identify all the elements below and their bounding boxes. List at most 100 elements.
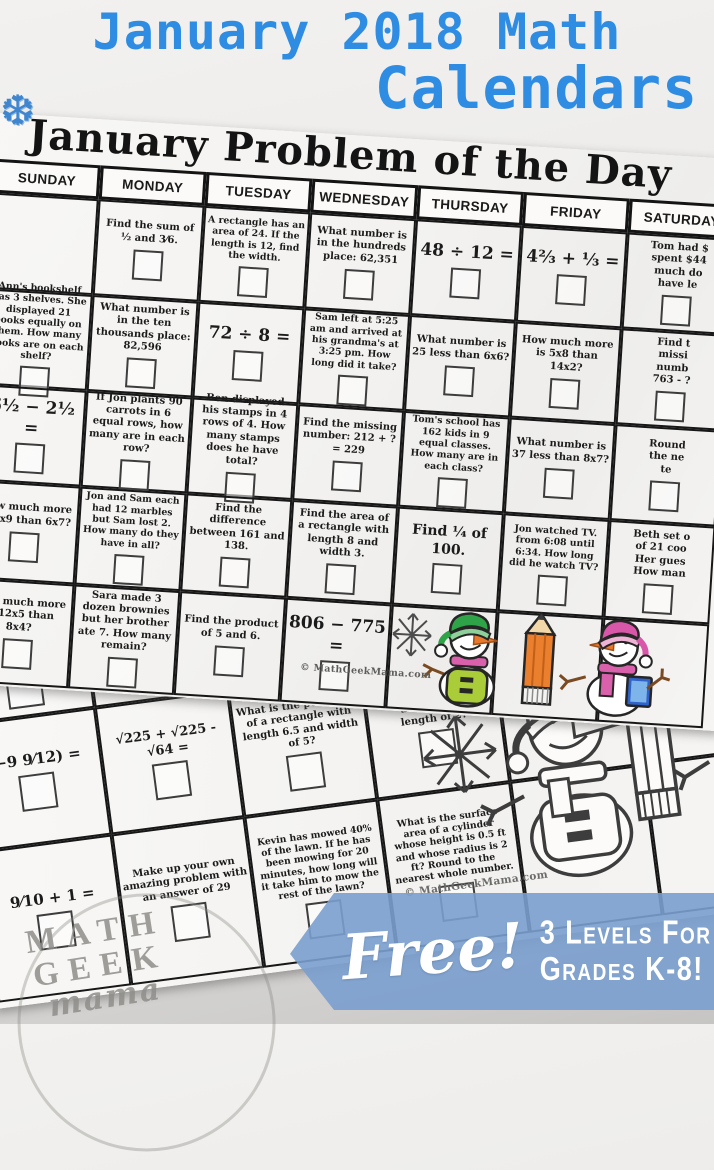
- cell-r4-fri: Jon watched TV. from 6:08 until 6:34. Ho…: [497, 513, 610, 618]
- snowmen-clipart-colored: [392, 611, 671, 717]
- title-line-2: Calendars: [374, 53, 698, 122]
- answer-box: [1, 637, 33, 670]
- problem-text: 48 ÷ 12 =: [419, 239, 515, 266]
- snowman-pink-hat-icon: [558, 619, 671, 717]
- answer-box: [236, 266, 269, 299]
- snowflake-doodle-outline-icon: [423, 715, 497, 794]
- problem-text: Ann's bookshelf has 3 shelves. She displ…: [0, 280, 87, 363]
- cell-r4-sun: How much more is 7x9 than 6x7?: [0, 480, 81, 585]
- answer-box: [443, 365, 475, 397]
- answer-box: [118, 459, 151, 491]
- problem-text: Find the product of 5 and 6.: [184, 613, 279, 642]
- cell-r2-sun: Ann's bookshelf has 3 shelves. She displ…: [0, 280, 93, 398]
- answer-box: [213, 645, 245, 677]
- cell2-r1-c2: √225 + √225 - √64 =: [94, 690, 245, 835]
- answer-box: [330, 460, 363, 493]
- problem-text: Find the missing number: 212 + ? = 229: [302, 416, 398, 457]
- answer-box: [285, 751, 327, 792]
- cell-r3-sat: Round the ne te: [609, 424, 714, 527]
- problem-text: What number is in the hundreds place: 62…: [316, 225, 408, 266]
- cell-r1-wed: What number is in the hundreds place: 62…: [304, 212, 417, 316]
- answer-box: [124, 357, 157, 390]
- problem-text: Find ¼ of 100.: [411, 522, 488, 559]
- answer-box: [449, 267, 482, 300]
- answer-box: [324, 563, 357, 595]
- problem-text: How much more is 5x8 than 14x2?: [521, 334, 614, 374]
- levels-text: 3 Levels For Grades K-8!: [539, 914, 712, 987]
- answer-box: [430, 562, 463, 595]
- cell-r2-wed: Sam left at 5:25 am and arrived at his g…: [298, 308, 411, 411]
- answer-box: [555, 274, 587, 306]
- cell2-r1-c1: (−9 9⁄12) =: [0, 707, 112, 852]
- answer-box: [151, 760, 193, 801]
- cell-r3-mon: If Jon plants 90 carrots in 6 equal rows…: [80, 390, 193, 494]
- pin-title: January 2018 Math Calendars: [0, 6, 714, 117]
- answer-box: [342, 268, 375, 301]
- answer-box: [436, 476, 468, 509]
- free-banner: Free! 3 Levels For Grades K-8!: [290, 893, 714, 1010]
- cell-r1-fri: 4⅔ + ⅓ =: [515, 225, 628, 329]
- problem-text: Find the difference between 161 and 138.: [189, 502, 285, 553]
- problem-text: How much more is 7x9 than 6x7?: [0, 499, 73, 529]
- problem-text: Find the area of a rectangle with length…: [297, 507, 390, 560]
- answer-box: [131, 249, 164, 282]
- snowflake-icon: ❆: [0, 86, 36, 135]
- problem-text: What number is in the ten thousands plac…: [95, 301, 191, 354]
- problem-text: √225 + √225 - √64 =: [114, 719, 217, 760]
- title-line-1: January 2018 Math: [92, 3, 622, 61]
- answer-box: [13, 442, 46, 475]
- pencil-icon: [520, 611, 557, 706]
- cell-r3-tue: Ben displayed his stamps in 4 rows of 4.…: [186, 392, 299, 504]
- cell-r1-sun: [0, 192, 99, 296]
- problem-text: How much more is 12x5 than 8x4?: [0, 596, 67, 634]
- problem-text: Find t missi numb 763 - ?: [652, 336, 691, 387]
- problem-text: Round the ne te: [648, 438, 686, 476]
- problem-text: 806 − 775 =: [288, 611, 387, 656]
- cell-r5-tue: Find the product of 5 and 6.: [173, 591, 287, 702]
- cell-r2-fri: How much more is 5x8 than 14x2?: [509, 321, 622, 425]
- cell-r1-thu: 48 ÷ 12 =: [410, 219, 522, 322]
- problem-text: Ben displayed his stamps in 4 rows of 4.…: [201, 392, 288, 468]
- cell-r3-thu: Tom's school has 162 kids in 9 equal cla…: [398, 410, 510, 514]
- answer-box: [542, 467, 575, 500]
- levels-line-2: Grades K-8!: [539, 950, 704, 987]
- answer-box: [112, 553, 145, 586]
- cell-r4-mon: Jon and Sam each had 12 marbles but Sam …: [74, 486, 187, 592]
- cell-r1-tue: A rectangle has an area of 24. If the le…: [198, 205, 311, 309]
- cell-r5-wed: 806 − 775 =: [279, 597, 392, 709]
- answer-box: [7, 531, 40, 563]
- calendar-sheet-1: January Problem of the Day SUNDAY MONDAY…: [0, 111, 714, 732]
- cell-r1-sat: Tom had $ spent $44 much do have le: [621, 232, 714, 335]
- cell-r4-tue: Find the difference between 161 and 138.: [180, 493, 293, 598]
- problem-text: Kevin has mowed 40% of the lawn. If he h…: [256, 822, 380, 903]
- cell-r4-thu: Find ¼ of 100.: [391, 506, 504, 612]
- cell-r4-sat: Beth set o of 21 coo Her gues How man: [603, 519, 714, 625]
- cell-r3-wed: Find the missing number: 212 + ? = 229: [292, 404, 405, 507]
- problem-text: What number is 37 less than 8x7?: [511, 436, 610, 466]
- problem-text: 4⅔ + ⅓ =: [525, 246, 621, 273]
- problem-text: What number is 25 less than 6x6?: [411, 333, 510, 363]
- problem-text: A rectangle has an area of 24. If the le…: [207, 214, 306, 264]
- answer-box: [548, 377, 581, 410]
- problem-text: Find the sum of ½ and 3⁄6.: [105, 218, 195, 246]
- cell-r2-sat: Find t missi numb 763 - ?: [615, 328, 714, 431]
- problem-text: Sara made 3 dozen brownies but her broth…: [77, 589, 172, 653]
- snowflake-doodle-icon: [392, 613, 432, 657]
- answer-box: [648, 480, 681, 513]
- answer-box: [536, 574, 568, 607]
- problem-text: Beth set o of 21 coo Her gues How man: [632, 528, 691, 580]
- cell-r3-sun: 6½ − 2½ =: [0, 384, 87, 487]
- answer-box: [653, 390, 686, 423]
- problem-text: Jon watched TV. from 6:08 until 6:34. Ho…: [508, 522, 599, 574]
- cell-r4-wed: Find the area of a rectangle with length…: [286, 499, 399, 605]
- problem-text: 9⁄10 + 1 =: [8, 883, 96, 913]
- cell-r2-tue: 72 ÷ 8 =: [192, 301, 305, 405]
- problem-text: Tom had $ spent $44 much do have le: [650, 240, 710, 291]
- problem-text: Sam left at 5:25 am and arrived at his g…: [309, 311, 403, 373]
- cell-r2-thu: What number is 25 less than 6x6?: [404, 315, 516, 418]
- answer-box: [641, 583, 674, 615]
- math-geek-mama-stamp: MATH GEEK mama: [0, 874, 295, 1170]
- problem-text: (−9 9⁄12) =: [0, 744, 82, 775]
- cell-r5-sun: How much more is 12x5 than 8x4?: [0, 577, 75, 689]
- snowman-green-hat-icon: [422, 612, 499, 708]
